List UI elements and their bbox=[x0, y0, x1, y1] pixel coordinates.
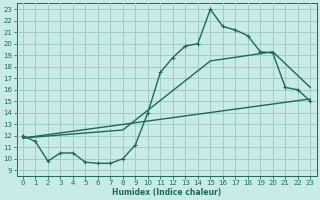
X-axis label: Humidex (Indice chaleur): Humidex (Indice chaleur) bbox=[112, 188, 221, 197]
